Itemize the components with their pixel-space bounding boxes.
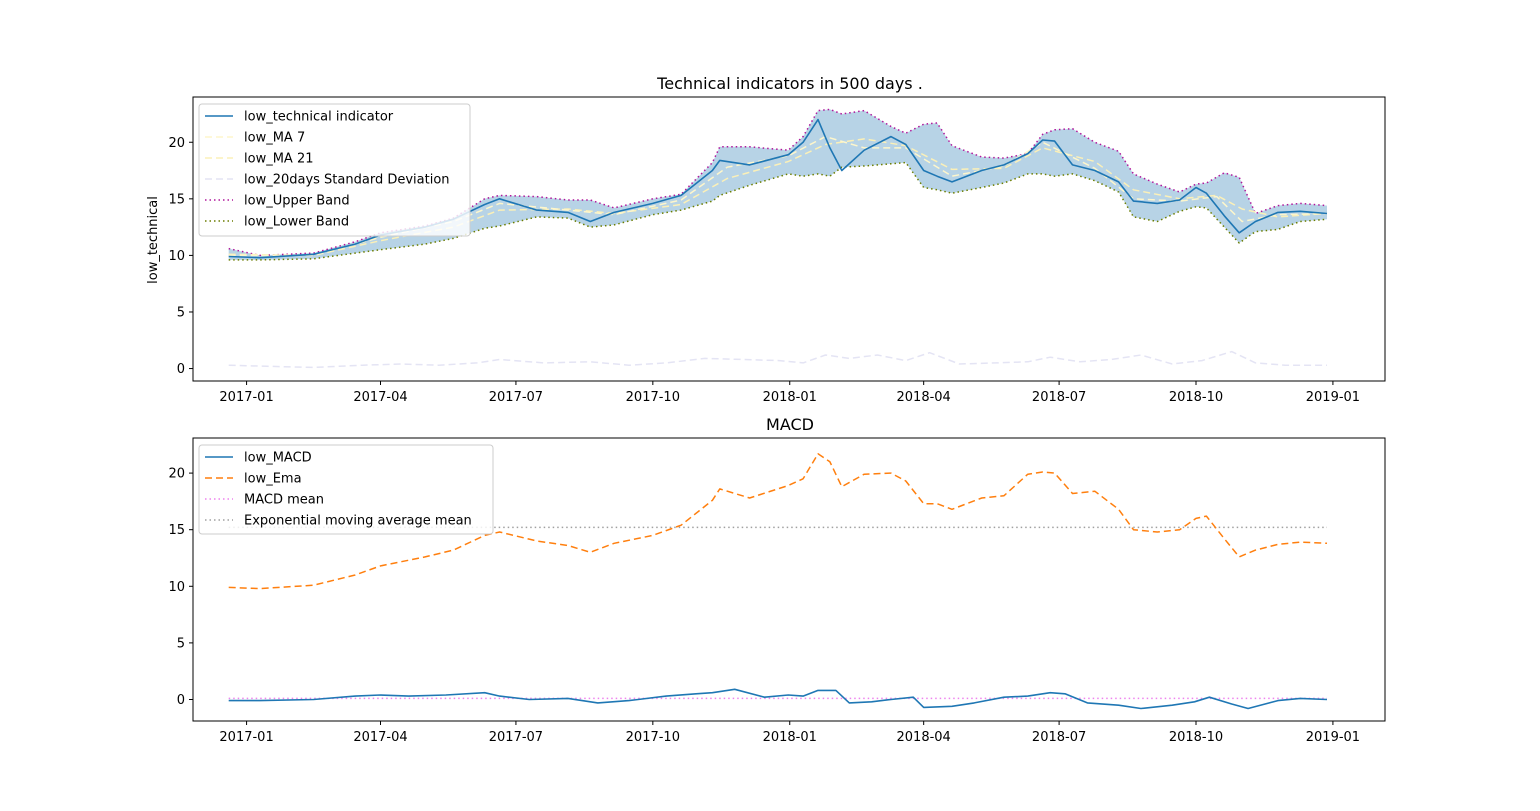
y-tick-label: 5 xyxy=(177,305,185,320)
x-tick-label: 2019-01 xyxy=(1306,730,1360,745)
y-tick-label: 20 xyxy=(168,136,185,151)
band-fill xyxy=(228,109,1328,260)
x-tick-label: 2018-04 xyxy=(897,730,951,745)
series-line-low-ma-21 xyxy=(228,138,1328,257)
legend-label: low_Upper Band xyxy=(244,194,350,209)
x-tick-label: 2017-10 xyxy=(626,730,680,745)
axis-ticks: 2017-01 2017-04 2017-07 2017-10 2018-01 2018-… xyxy=(168,136,1360,405)
technical-indicators-panel: Technical indicators in 500 days . low_t… xyxy=(146,74,1386,405)
x-tick-label: 2019-01 xyxy=(1306,390,1360,405)
series-line-low-lower-band xyxy=(228,161,1328,261)
x-tick-label: 2017-10 xyxy=(626,390,680,405)
legend-frame xyxy=(198,103,471,237)
y-tick-label: 20 xyxy=(168,467,185,482)
x-tick-label: 2018-07 xyxy=(1032,730,1086,745)
legend-label: Exponential moving average mean xyxy=(244,514,472,529)
x-tick-label: 2018-10 xyxy=(1169,390,1223,405)
legend-label: MACD mean xyxy=(244,493,324,508)
y-tick-label: 15 xyxy=(168,523,185,538)
series-line-low-macd xyxy=(228,688,1328,710)
x-tick-label: 2017-07 xyxy=(489,730,543,745)
x-tick-label: 2017-07 xyxy=(489,390,543,405)
axes-frame xyxy=(192,437,1386,722)
plot-area xyxy=(228,453,1328,710)
y-tick-label: 15 xyxy=(168,192,185,207)
legend-label: low_MA 7 xyxy=(244,131,305,146)
x-tick-label: 2018-07 xyxy=(1032,390,1086,405)
legend-label: low_Ema xyxy=(244,472,302,487)
y-tick-label: 10 xyxy=(168,249,185,264)
y-tick-label: 5 xyxy=(177,636,185,651)
panel-title: MACD xyxy=(766,415,814,434)
plot-area xyxy=(228,108,1328,369)
x-tick-label: 2018-04 xyxy=(897,390,951,405)
x-tick-label: 2017-01 xyxy=(219,730,273,745)
series-line-low-technical-indicator xyxy=(228,118,1328,259)
legend-label: low_technical indicator xyxy=(244,110,394,125)
legend-label: low_Lower Band xyxy=(244,215,349,230)
series-line-low-20days-standard-deviation xyxy=(228,350,1327,369)
x-tick-label: 2017-04 xyxy=(353,730,407,745)
macd-panel: MACD 2017-01 2017-04 2017-07 2017-10 2018-01… xyxy=(168,415,1386,745)
axis-ticks: 2017-01 2017-04 2017-07 2017-10 2018-01 2018-… xyxy=(168,467,1360,745)
legend-label: low_20days Standard Deviation xyxy=(244,173,450,188)
y-tick-label: 10 xyxy=(168,580,185,595)
x-tick-label: 2018-10 xyxy=(1169,730,1223,745)
axes-frame xyxy=(192,96,1386,382)
x-tick-label: 2018-01 xyxy=(763,730,817,745)
series-line-low-ema xyxy=(228,453,1328,590)
y-axis-label: low_technical xyxy=(146,196,161,284)
y-tick-label: 0 xyxy=(177,362,185,377)
legend: low_MACD low_Ema MACD mean Exponential movi… xyxy=(198,444,494,535)
legend-label: low_MACD xyxy=(244,451,312,466)
y-tick-label: 0 xyxy=(177,693,185,708)
x-tick-label: 2018-01 xyxy=(763,390,817,405)
panel-title: Technical indicators in 500 days . xyxy=(656,74,923,93)
x-tick-label: 2017-01 xyxy=(219,390,273,405)
legend: low_technical indicator low_MA 7 low_MA 21… xyxy=(198,103,471,237)
legend-frame xyxy=(198,444,494,535)
series-line-low-ma-7 xyxy=(228,135,1328,257)
legend-label: low_MA 21 xyxy=(244,152,313,167)
series-line-low-upper-band xyxy=(228,108,1328,257)
x-tick-label: 2017-04 xyxy=(353,390,407,405)
